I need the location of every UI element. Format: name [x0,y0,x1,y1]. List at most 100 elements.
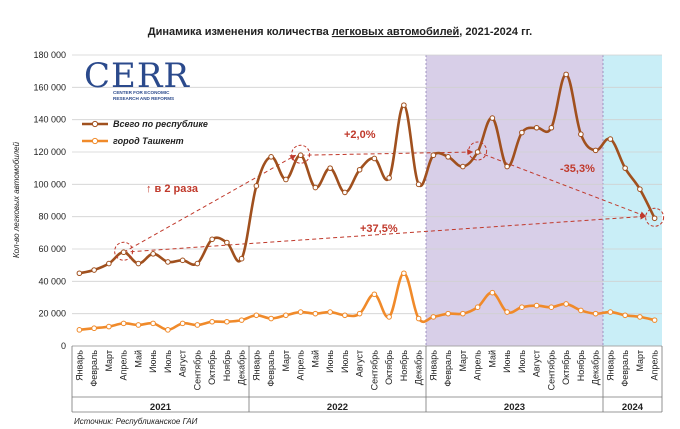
point-s0-0 [76,270,83,277]
annotation-double: ↑ в 2 раза [146,183,199,195]
point-s0-33 [563,71,569,78]
point-s0-18 [342,189,348,196]
x-tick-label-4: Май [133,350,143,368]
x-tick-label-25: Февраль [443,350,453,387]
y-tick-label-2: 40 000 [38,276,66,286]
point-s0-30 [519,129,525,136]
legend-label-tashkent: город Ташкент [113,136,184,146]
y-tick-label-9: 180 000 [33,50,66,60]
point-s0-34 [578,131,584,138]
legend-marker-total [91,120,99,128]
point-s0-8 [194,260,201,267]
x-tick-label-14: Март [281,350,291,372]
x-tick-label-12: Январь [251,350,261,381]
highlight-circle-1 [291,144,311,164]
x-tick-label-26: Март [458,350,468,372]
point-s0-31 [533,124,540,131]
y-axis-ticks: 0 20 000 40 000 60 000 80 000 100 000 120 000 1… [33,50,66,351]
x-tick-label-16: Май [310,350,320,368]
series-line-0 [79,73,656,275]
x-tick-label-19: Август [355,350,365,377]
point-s1-18 [342,312,348,319]
highlight-circles [114,141,665,261]
point-s1-37 [622,312,628,319]
year-label-2021: 2021 [150,402,172,413]
x-tick-label-23: Декабрь [414,350,424,385]
x-tick-label-33: Октябрь [561,350,571,385]
point-s0-32 [548,124,555,131]
point-s1-34 [578,307,584,314]
point-s1-10 [224,318,230,325]
point-s1-3 [120,320,127,327]
highlight-circle-0 [114,241,134,261]
point-s0-37 [622,165,628,171]
x-tick-label-20: Сентябрь [369,350,379,391]
point-s1-16 [312,310,319,317]
point-s1-25 [445,310,451,317]
x-tick-label-17: Июнь [325,350,335,373]
year-labels: 2021 2022 2023 2024 [71,346,663,413]
shaded-region-1 [603,55,662,346]
y-tick-label-3: 60 000 [38,244,66,254]
point-s0-19 [356,166,363,173]
legend-marker-tashkent [91,137,99,145]
y-tick-label-1: 20 000 [38,309,66,319]
x-tick-label-35: Декабрь [591,350,601,385]
x-tick-label-34: Ноябрь [576,350,586,382]
chart-title: Динамика изменения количества легковых а… [148,26,532,38]
point-s0-20 [371,155,378,162]
x-tick-label-11: Декабрь [237,350,247,385]
point-s1-22 [401,270,407,277]
x-tick-label-13: Февраль [266,350,276,387]
point-s1-17 [327,309,333,315]
annotation-minus-35: -35,3% [560,163,595,175]
x-tick-label-18: Июль [340,350,350,373]
point-s1-2 [106,323,112,330]
x-tick-label-3: Апрель [119,350,129,381]
x-tick-label-28: Май [487,350,497,368]
point-s1-27 [474,304,481,311]
point-s1-33 [563,301,569,307]
point-s1-13 [268,315,274,322]
x-tick-label-9: Октябрь [207,350,217,385]
point-s1-8 [194,322,201,328]
legend-label-total: Всего по республике [113,119,208,129]
series-lines [79,73,656,332]
point-s0-28 [489,115,496,121]
point-s0-4 [135,260,142,267]
y-tick-label-6: 120 000 [33,147,66,157]
logo-wordmark: CERR [84,56,190,96]
arrow-april-2022-to-2023 [300,149,474,156]
x-tick-label-0: Январь [74,350,84,381]
highlight-circle-3 [645,207,665,227]
x-tick-label-31: Август [532,350,542,377]
point-s0-7 [179,257,186,264]
x-tick-label-24: Январь [428,350,438,381]
point-s0-39 [651,215,658,222]
highlight-circle-2 [468,141,488,161]
x-tick-label-36: Январь [605,350,615,381]
y-tick-label-8: 160 000 [33,82,66,92]
point-s0-14 [283,176,289,183]
point-s0-25 [445,154,451,160]
point-s0-12 [253,183,260,189]
cerr-logo: CERR CENTER FOR ECONOMIC RESEARCH AND RE… [84,56,190,101]
point-s1-29 [504,309,510,315]
point-s1-0 [76,327,83,333]
point-s0-35 [592,147,599,154]
y-axis-label: Кол-во легковых автомобилей [12,141,21,258]
point-s1-24 [430,314,437,320]
point-s0-9 [209,236,215,243]
annotation-plus-2: +2,0% [344,129,376,141]
point-s1-30 [519,304,525,311]
x-tick-label-1: Февраль [89,350,99,387]
point-s1-38 [637,314,643,320]
year-label-2022: 2022 [327,402,348,413]
point-s0-10 [224,239,230,246]
point-s0-24 [430,152,437,159]
x-tick-label-6: Июль [163,350,173,373]
point-s0-3 [120,249,127,256]
x-tick-label-22: Ноябрь [399,350,409,382]
point-s1-35 [592,310,599,317]
point-s1-32 [548,304,555,311]
